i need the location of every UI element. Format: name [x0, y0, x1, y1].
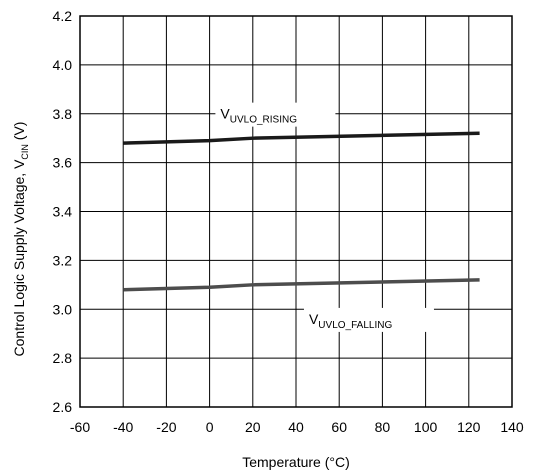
- x-tick-label-9: 120: [457, 419, 481, 435]
- x-tick-labels: -60 -40 -20 0 20 40 60 80 100 120 140: [70, 419, 524, 435]
- y-tick-label-0: 2.6: [53, 399, 73, 415]
- x-tick-label-4: 20: [245, 419, 261, 435]
- x-tick-label-7: 80: [375, 419, 391, 435]
- x-tick-label-1: -40: [113, 419, 133, 435]
- series-label-1: VUVLO_FALLING: [309, 311, 392, 331]
- y-tick-label-4: 3.4: [53, 204, 73, 220]
- plot-frame: [79, 15, 513, 408]
- x-tick-label-6: 60: [331, 419, 347, 435]
- y-tick-label-1: 2.8: [53, 350, 73, 366]
- series-line-1: [123, 278, 480, 292]
- y-tick-label-5: 3.6: [53, 155, 73, 171]
- y-tick-label-6: 3.8: [53, 106, 73, 122]
- x-tick-label-3: 0: [206, 419, 214, 435]
- grid-lines: [79, 15, 513, 408]
- x-tick-label-0: -60: [70, 419, 90, 435]
- series-labels: VUVLO_RISING VUVLO_FALLING: [215, 102, 434, 332]
- y-tick-label-8: 4.2: [53, 8, 73, 24]
- y-axis-label-suffix: (V): [11, 122, 27, 145]
- x-axis-label: Temperature (°C): [242, 454, 350, 470]
- y-tick-label-7: 4.0: [53, 57, 73, 73]
- x-tick-label-10: 140: [500, 419, 524, 435]
- plot-border: [79, 15, 513, 408]
- x-tick-label-2: -20: [156, 419, 176, 435]
- series-label-0: VUVLO_RISING: [220, 106, 297, 126]
- y-tick-label-3: 3.2: [53, 252, 73, 268]
- y-tick-labels: 2.6 2.8 3.0 3.2 3.4 3.6 3.8 4.0 4.2: [53, 8, 73, 415]
- y-axis-label-sub: CIN: [20, 144, 30, 160]
- series-lines: [123, 131, 480, 292]
- series-label-bg-0: [215, 102, 336, 127]
- y-axis-label: Control Logic Supply Voltage, VCIN (V): [11, 122, 30, 357]
- series-line-0: [123, 131, 480, 145]
- y-tick-label-2: 3.0: [53, 301, 73, 317]
- x-tick-label-5: 40: [288, 419, 304, 435]
- series-label-bg-1: [303, 307, 434, 332]
- y-axis-label-main: Control Logic Supply Voltage, V: [11, 159, 27, 357]
- x-tick-label-8: 100: [414, 419, 438, 435]
